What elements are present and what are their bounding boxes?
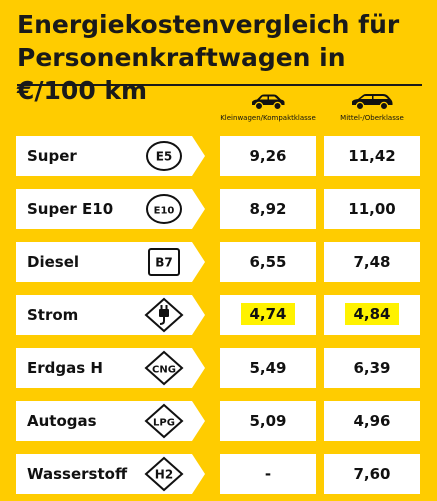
table-row: Super E5 9,26 11,42 [0, 136, 437, 176]
fuel-symbol-text: B7 [155, 256, 173, 270]
table-row: Erdgas H CNG 5,49 6,39 [0, 348, 437, 388]
large-car-icon [352, 94, 393, 111]
value-text: 9,26 [249, 147, 287, 165]
value-text: 4,96 [353, 412, 391, 430]
small-car-icon [252, 94, 285, 111]
fuel-symbol-h2-icon: H2 [144, 456, 184, 492]
value-text: 11,42 [348, 147, 396, 165]
fuel-symbol-cng-icon: CNG [144, 350, 184, 386]
fuel-symbol-text: E5 [156, 150, 173, 164]
table-row: Diesel B7 6,55 7,48 [0, 242, 437, 282]
value-text: 7,48 [353, 253, 391, 271]
value-text: - [264, 465, 272, 483]
value-cell-large: 6,39 [324, 348, 420, 388]
fuel-name: Wasserstoff [27, 465, 128, 483]
fuel-label-box: Super E5 [16, 136, 206, 176]
table-row: Super E10 E10 8,92 11,00 [0, 189, 437, 229]
fuel-symbol-text: H2 [155, 468, 173, 482]
column-label-large: Mittel-/Oberklasse [340, 114, 404, 122]
table-row: Autogas LPG 5,09 4,96 [0, 401, 437, 441]
value-text: 6,55 [249, 253, 287, 271]
fuel-label-box: Strom [16, 295, 206, 335]
value-cell-large: 4,84 [324, 295, 420, 335]
value-text: 5,09 [249, 412, 287, 430]
fuel-symbol-b7-icon: B7 [148, 248, 180, 276]
value-cell-small: 8,92 [220, 189, 316, 229]
value-text: 11,00 [348, 200, 396, 218]
value-text: 4,84 [345, 303, 399, 325]
fuel-name: Erdgas H [27, 359, 103, 377]
fuel-symbol-lpg-icon: LPG [144, 403, 184, 439]
table-row: Wasserstoff H2 - 7,60 [0, 454, 437, 494]
value-cell-small: 9,26 [220, 136, 316, 176]
value-cell-large: 7,60 [324, 454, 420, 494]
value-text: 8,92 [249, 200, 287, 218]
chart-title: Energiekostenvergleich für Personenkraft… [17, 8, 427, 107]
fuel-symbol-text: E10 [154, 206, 175, 217]
value-text: 5,49 [249, 359, 287, 377]
column-header-small: Kleinwagen/Kompaktklasse [220, 93, 316, 123]
value-cell-small: 4,74 [220, 295, 316, 335]
fuel-label-box: Diesel B7 [16, 242, 206, 282]
fuel-symbol-e10-icon: E10 [146, 194, 182, 224]
title-line-1: Energiekostenvergleich für [17, 10, 400, 39]
value-text: 7,60 [353, 465, 391, 483]
value-cell-large: 4,96 [324, 401, 420, 441]
fuel-name: Super [27, 147, 77, 165]
column-label-small: Kleinwagen/Kompaktklasse [220, 114, 316, 122]
value-cell-small: 5,49 [220, 348, 316, 388]
value-cell-small: 5,09 [220, 401, 316, 441]
fuel-name: Super E10 [27, 200, 114, 218]
fuel-label-box: Autogas LPG [16, 401, 206, 441]
fuel-name: Strom [27, 306, 79, 324]
fuel-label-box: Erdgas H CNG [16, 348, 206, 388]
value-cell-small: - [220, 454, 316, 494]
fuel-name: Autogas [27, 412, 97, 430]
column-header-large: Mittel-/Oberklasse [324, 93, 420, 123]
title-line-2: Personenkraftwagen in €/100 km [17, 43, 346, 105]
value-cell-large: 7,48 [324, 242, 420, 282]
fuel-symbol-text: CNG [152, 365, 176, 376]
value-cell-small: 6,55 [220, 242, 316, 282]
value-cell-large: 11,00 [324, 189, 420, 229]
table-row: Strom 4,74 4,84 [0, 295, 437, 335]
title-divider [17, 84, 422, 86]
value-cell-large: 11,42 [324, 136, 420, 176]
electric-plug-icon [144, 297, 184, 333]
fuel-symbol-e5-icon: E5 [146, 141, 182, 171]
value-text: 6,39 [353, 359, 391, 377]
value-text: 4,74 [241, 303, 295, 325]
fuel-label-box: Super E10 E10 [16, 189, 206, 229]
fuel-symbol-text: LPG [153, 418, 175, 429]
fuel-name: Diesel [27, 253, 80, 271]
fuel-label-box: Wasserstoff H2 [16, 454, 206, 494]
